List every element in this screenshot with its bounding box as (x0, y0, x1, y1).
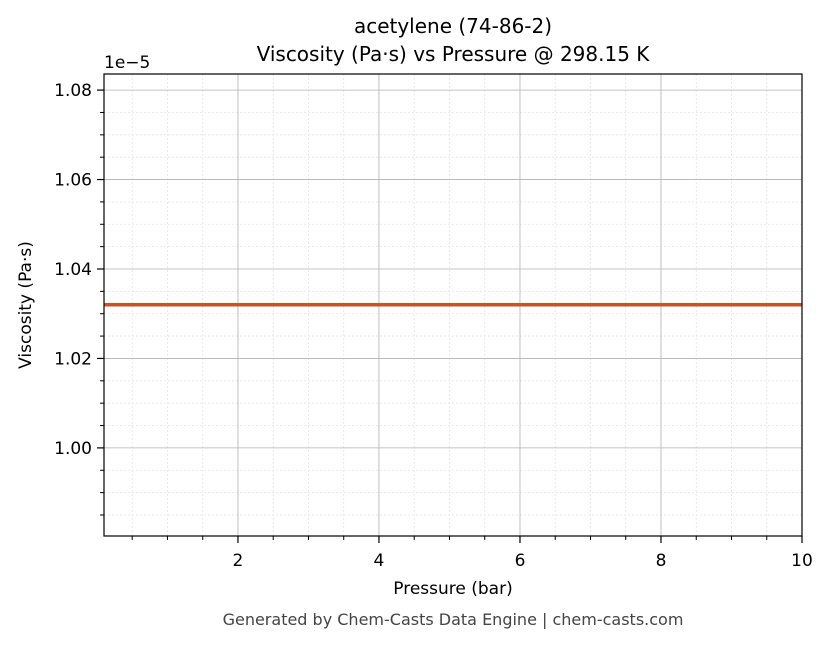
x-tick-label: 4 (374, 551, 385, 571)
y-tick-label: 1.08 (54, 81, 92, 101)
y-offset-label: 1e−5 (104, 53, 150, 73)
x-tick-label: 6 (515, 551, 526, 571)
chart-title: acetylene (74-86-2) (354, 14, 552, 38)
x-tick-label: 10 (791, 551, 813, 571)
chart-subtitle: Viscosity (Pa·s) vs Pressure @ 298.15 K (257, 42, 651, 66)
x-tick-label: 2 (233, 551, 244, 571)
plot-frame (103, 73, 803, 537)
x-tick-label: 8 (656, 551, 667, 571)
y-tick-label: 1.04 (54, 260, 92, 280)
y-tick-label: 1.06 (54, 171, 92, 191)
y-tick-label: 1.02 (54, 349, 92, 369)
x-axis-label: Pressure (bar) (393, 579, 512, 599)
y-axis-label: Viscosity (Pa·s) (16, 241, 36, 369)
footer: Generated by Chem-Casts Data Engine | ch… (223, 610, 684, 629)
y-tick-label: 1.00 (54, 439, 92, 459)
